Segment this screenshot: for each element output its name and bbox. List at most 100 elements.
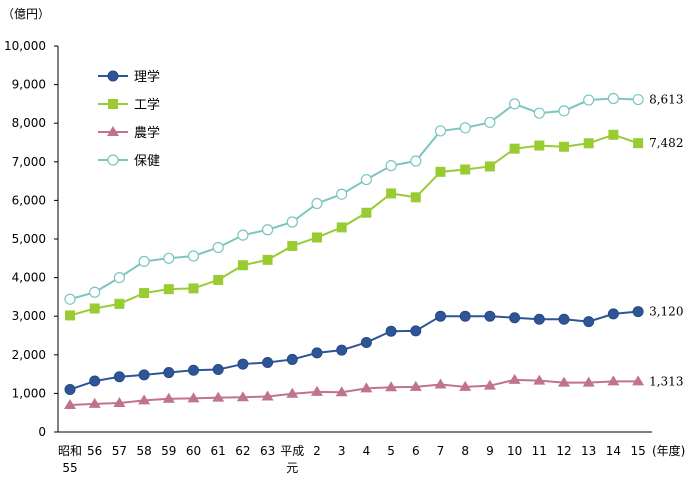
data-point (336, 222, 347, 233)
data-point (89, 375, 101, 387)
data-point (162, 392, 175, 403)
x-tick-label: 2 (313, 444, 321, 458)
data-point (212, 363, 224, 375)
y-tick-label: 5,000 (12, 232, 46, 246)
data-point (213, 274, 224, 285)
data-point (434, 125, 447, 137)
data-point (311, 347, 323, 359)
data-point (484, 116, 496, 129)
data-point (312, 232, 322, 243)
data-point (607, 375, 620, 386)
data-point (459, 380, 472, 391)
data-point (138, 369, 150, 381)
data-point (509, 143, 520, 154)
data-point (360, 173, 372, 186)
data-point (113, 371, 125, 383)
x-axis-unit-label: (年度) (652, 443, 685, 458)
data-point (163, 367, 175, 379)
data-point (483, 379, 496, 390)
legend-label: 理学 (134, 69, 160, 85)
end-value-label: 7,482 (649, 136, 683, 150)
data-point (88, 397, 101, 408)
data-point (583, 316, 595, 328)
series-line (69, 310, 639, 391)
data-point (459, 310, 471, 322)
data-point (533, 313, 545, 325)
data-point (89, 303, 100, 314)
data-point (286, 387, 299, 398)
x-tick-label: 3 (338, 444, 346, 458)
legend-marker (107, 154, 119, 166)
data-point (287, 240, 298, 251)
x-tick-label: 60 (186, 444, 201, 458)
data-point (188, 283, 199, 294)
data-point (139, 288, 150, 299)
y-tick-label: 1,000 (12, 386, 46, 400)
data-point (385, 160, 397, 172)
data-point (237, 229, 249, 241)
data-point (533, 107, 545, 119)
data-point (89, 286, 101, 298)
series-保健: 8,613 (64, 93, 683, 305)
legend-marker (107, 70, 119, 82)
y-tick-label: 9,000 (12, 78, 46, 92)
x-tick-label-line2: 55 (62, 461, 77, 475)
data-point (360, 336, 372, 348)
x-tick-label: 63 (260, 444, 275, 458)
data-point (64, 398, 76, 409)
series-工学: 7,482 (65, 129, 683, 321)
data-point (361, 207, 372, 218)
data-point (163, 284, 174, 295)
x-tick-label: 6 (412, 444, 420, 458)
data-point (410, 192, 421, 203)
legend-label: 工学 (134, 97, 160, 113)
x-tick-label: 14 (606, 444, 621, 458)
y-axis: 0 1,000 2,000 3,000 4,000 5,000 6,000 7,000 8,00… (4, 39, 59, 439)
data-point (113, 272, 126, 284)
data-point (212, 391, 225, 402)
y-tick-label: 6,000 (12, 193, 46, 207)
data-point (138, 394, 151, 405)
x-tick-label: 10 (507, 444, 522, 458)
data-point (360, 382, 373, 393)
data-point (435, 310, 446, 322)
x-tick-label: 58 (136, 444, 151, 458)
x-tick-label: 9 (486, 444, 494, 458)
data-point (460, 164, 471, 175)
legend-item: 保健 (98, 154, 160, 169)
data-point (608, 129, 619, 140)
data-point (484, 161, 495, 172)
x-tick-label: 13 (581, 444, 596, 458)
data-point (632, 375, 645, 386)
end-value-label: 1,313 (649, 374, 683, 388)
y-tick-label: 2,000 (12, 348, 46, 362)
x-tick-label: 57 (112, 444, 127, 458)
data-point (559, 141, 569, 152)
data-point (607, 308, 619, 320)
data-point (262, 357, 274, 369)
data-point (335, 386, 348, 397)
data-point (434, 378, 447, 389)
y-tick-label: 10,000 (4, 39, 46, 53)
data-point (583, 94, 595, 106)
data-point (410, 325, 422, 337)
data-point (459, 122, 471, 134)
data-point (286, 353, 298, 365)
data-point (113, 397, 126, 408)
data-point (138, 255, 150, 267)
data-point (385, 325, 397, 337)
x-tick-label: 5 (387, 444, 395, 458)
x-tick-label: 7 (437, 444, 445, 458)
data-point (533, 374, 546, 385)
data-point (508, 98, 521, 110)
data-point (262, 254, 273, 265)
x-tick-label: 56 (87, 444, 102, 458)
y-tick-label: 7,000 (12, 155, 46, 169)
data-point (237, 260, 248, 271)
x-tick-label: 4 (363, 444, 371, 458)
y-tick-label: 8,000 (12, 116, 46, 130)
data-point (336, 188, 348, 200)
x-tick-label: 62 (235, 444, 250, 458)
